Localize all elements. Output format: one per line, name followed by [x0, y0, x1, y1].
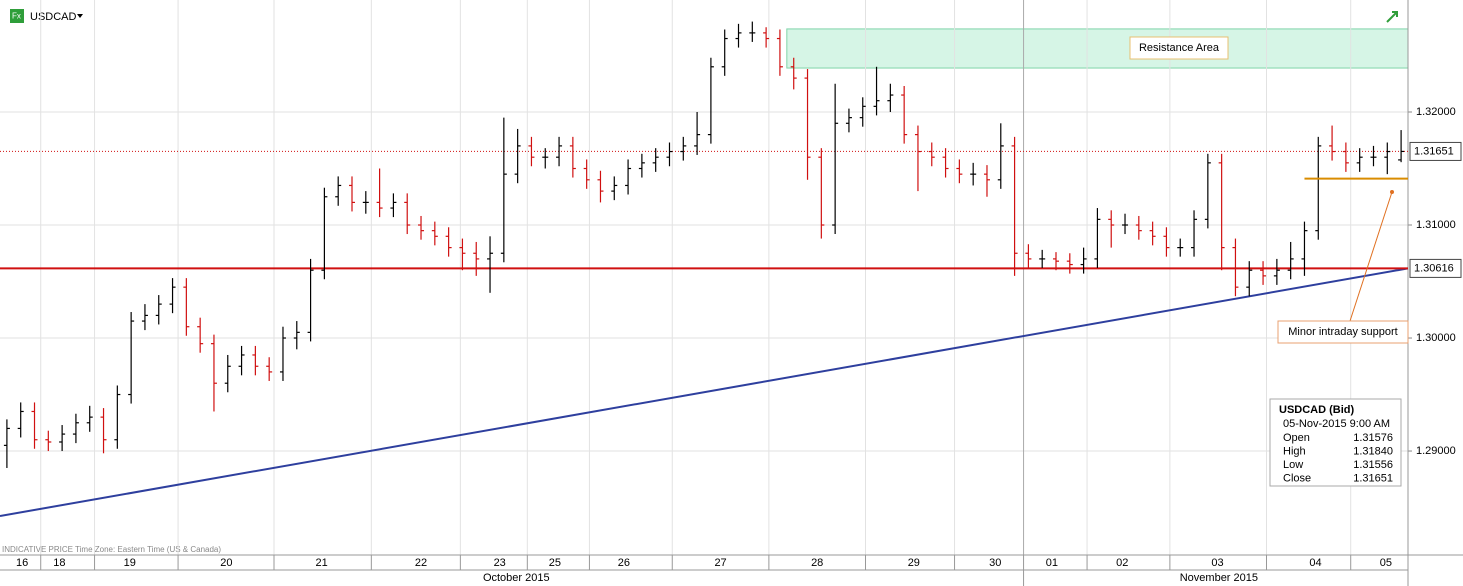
x-tick-label: 01	[1046, 557, 1058, 569]
x-tick-label: 29	[908, 557, 920, 569]
info-date: 05-Nov-2015 9:00 AM	[1283, 418, 1390, 430]
month-label: October 2015	[483, 572, 550, 584]
info-label: Low	[1283, 459, 1303, 471]
x-tick-label: 25	[549, 557, 561, 569]
annotation-box	[1129, 36, 1229, 60]
fx-icon	[10, 9, 24, 23]
info-label: High	[1283, 445, 1306, 457]
annotation-pointer	[1349, 191, 1393, 322]
info-label: Open	[1283, 432, 1310, 444]
x-tick-label: 18	[53, 557, 65, 569]
y-tick-label: 1.29000	[1416, 445, 1456, 457]
x-tick-label: 21	[316, 557, 328, 569]
x-tick-label: 05	[1380, 557, 1392, 569]
info-title: USDCAD (Bid)	[1279, 404, 1354, 416]
info-value: 1.31556	[1353, 459, 1393, 471]
info-value: 1.31840	[1353, 445, 1393, 457]
x-tick-label: 26	[618, 557, 630, 569]
y-tick-label: 1.30000	[1416, 332, 1456, 344]
info-value: 1.31651	[1353, 472, 1393, 484]
symbol[interactable]: USDCAD	[30, 11, 77, 23]
x-tick-label: 28	[811, 557, 823, 569]
trendline	[0, 267, 1409, 517]
month-label: November 2015	[1180, 572, 1258, 584]
trend-icon[interactable]	[1386, 11, 1398, 23]
x-tick-label: 03	[1211, 557, 1223, 569]
annotation: Resistance Area	[1139, 42, 1220, 54]
annotation-box	[1277, 320, 1409, 344]
x-tick-label: 23	[494, 557, 506, 569]
y-tick-label: 1.31000	[1416, 219, 1456, 231]
price-marker-box	[1409, 258, 1462, 278]
y-tick-label: 1.32000	[1416, 106, 1456, 118]
info-value: 1.31576	[1353, 432, 1393, 444]
dropdown-arrow[interactable]	[77, 14, 83, 18]
x-tick-label: 19	[124, 557, 136, 569]
info-label: Close	[1283, 472, 1311, 484]
footnote: INDICATIVE PRICE Time Zone: Eastern Time…	[2, 545, 221, 554]
resistance-zone	[786, 28, 1409, 69]
fx-icon-text: Fx	[12, 12, 21, 21]
x-tick-label: 27	[714, 557, 726, 569]
x-tick-label: 16	[16, 557, 28, 569]
x-tick-label: 30	[989, 557, 1001, 569]
annotation: Minor intraday support	[1288, 326, 1397, 338]
x-tick-label: 22	[415, 557, 427, 569]
x-tick-label: 04	[1309, 557, 1321, 569]
x-tick-label: 20	[220, 557, 232, 569]
price-marker-label: 1.30616	[1414, 262, 1454, 274]
price-marker-label: 1.31651	[1414, 145, 1454, 157]
info-box	[1269, 398, 1402, 487]
x-tick-label: 02	[1116, 557, 1128, 569]
price-marker-box	[1409, 141, 1462, 161]
annotation-dot	[1390, 190, 1394, 194]
